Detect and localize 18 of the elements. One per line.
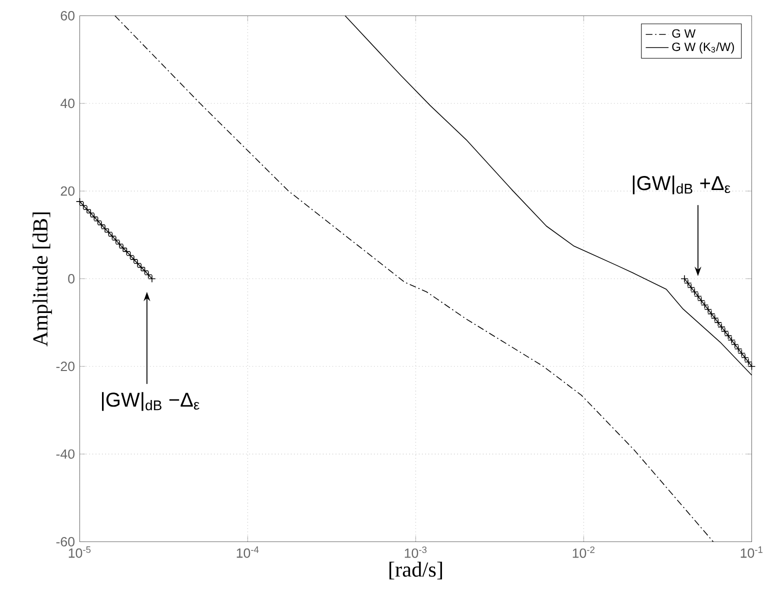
x-axis-title: [rad/s] — [389, 562, 442, 580]
y-tick-label: -60 — [56, 537, 75, 546]
x-tick-label: 10$^{-5}$ — [68, 546, 91, 558]
annotation: |GW|$_{dB}$ −Δ$_{ε}$ — [102, 392, 200, 411]
x-tick-label: 10$^{-3}$ — [404, 546, 427, 558]
legend-label: G W — [672, 29, 696, 38]
x-tick-label: 10$^{-4}$ — [236, 546, 259, 558]
y-tick-label: 40 — [60, 98, 75, 108]
legend-label: G W (K$_{3}$/W) — [672, 42, 734, 54]
y-tick-label: 20 — [60, 186, 75, 196]
x-tick-label: 10$^{-2}$ — [572, 546, 594, 558]
y-tick-label: -40 — [56, 449, 75, 459]
y-tick-label: -20 — [56, 362, 75, 372]
y-axis-title: Amplitude [dB] — [32, 212, 52, 346]
x-tick-label: 10$^{-1}$ — [740, 546, 762, 558]
y-tick-label: 0 — [68, 274, 75, 284]
y-tick-label: 60 — [60, 11, 75, 20]
annotation: |GW|$_{dB}$ +Δ$_{ε}$ — [632, 176, 730, 194]
